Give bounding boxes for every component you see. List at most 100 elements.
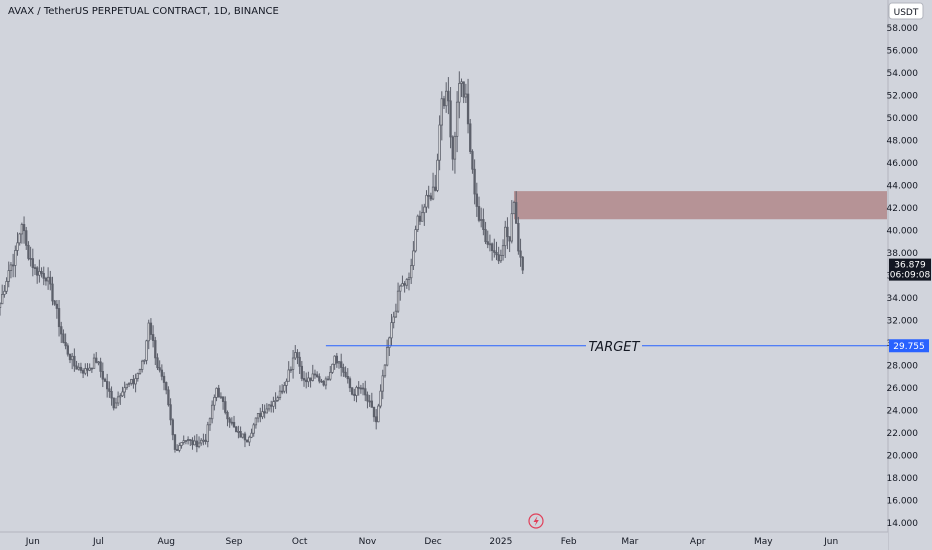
candle-body	[289, 369, 293, 371]
candle-body	[9, 264, 13, 271]
x-tick-label: Aug	[157, 537, 175, 547]
y-tick-label: 28.000	[887, 362, 919, 372]
candle-body	[143, 359, 146, 362]
candle-body	[197, 442, 201, 448]
candle-body	[149, 322, 153, 335]
candle-body	[458, 83, 461, 103]
candle-body	[482, 219, 485, 230]
candle-body	[215, 387, 218, 398]
candle-body	[191, 439, 194, 446]
candle-body	[95, 357, 98, 363]
candle-body	[46, 276, 50, 282]
candle-body	[101, 370, 104, 380]
candle-body	[68, 353, 72, 361]
candle-body	[71, 355, 74, 361]
candle-body	[427, 194, 430, 197]
candle-body	[451, 136, 454, 160]
resistance-zone[interactable]	[513, 191, 887, 220]
candle-body	[350, 387, 354, 395]
candle-body	[230, 421, 234, 424]
candle-body	[38, 270, 41, 276]
candle-body	[311, 373, 314, 381]
current-price-label	[889, 258, 931, 281]
candle-body	[62, 333, 65, 343]
candle-body	[151, 334, 155, 341]
candle-body	[425, 194, 428, 208]
candle-body	[440, 98, 443, 126]
candle-body	[241, 433, 244, 438]
candle-body	[167, 389, 170, 406]
candle-body	[307, 377, 310, 383]
candle-body	[127, 382, 131, 385]
candle-body	[31, 258, 34, 268]
candle-body	[423, 206, 426, 214]
candle-body	[154, 340, 157, 359]
target-price-value: 29.755	[893, 342, 925, 352]
candle-body	[114, 402, 118, 409]
candle-body	[486, 241, 489, 245]
candle-body	[322, 380, 325, 386]
candle-body	[55, 303, 59, 309]
x-tick-labels: Jun Jul Aug Sep Oct Nov Dec 2025 Feb Mar Apr May Jun	[25, 537, 838, 547]
candle-body	[377, 405, 380, 423]
y-tick-label: 48.000	[887, 137, 919, 147]
candle-body	[171, 419, 174, 436]
candle-body	[519, 250, 522, 258]
candle-body	[186, 439, 190, 441]
time-axis[interactable]	[0, 532, 888, 550]
candle-body	[141, 360, 144, 370]
candle-body	[416, 215, 419, 231]
candle-body	[497, 254, 500, 262]
chart-title: AVAX / TetherUS PERPETUAL CONTRACT, 1D, …	[8, 6, 279, 17]
y-tick-label: 44.000	[887, 182, 919, 192]
x-tick-label: Sep	[226, 537, 243, 547]
candle-body	[412, 250, 415, 267]
candle-body	[136, 373, 139, 379]
unit-badge[interactable]	[888, 2, 924, 20]
candle-body	[228, 418, 231, 423]
candle-body	[11, 264, 15, 267]
candle-body	[25, 230, 28, 246]
candle-body	[202, 439, 205, 442]
candle-body	[385, 347, 389, 366]
candle-body	[475, 193, 478, 207]
candle-body	[252, 424, 255, 434]
candle-body	[66, 345, 69, 355]
unit-badge-label: USDT	[894, 8, 919, 18]
y-tick-label: 18.000	[887, 474, 919, 484]
candle-body	[276, 397, 279, 401]
candle-body	[77, 366, 80, 370]
candle-body	[22, 224, 26, 232]
candle-body	[445, 90, 448, 107]
candle-body	[388, 337, 391, 348]
candle-body	[106, 381, 109, 390]
candle-body	[335, 355, 338, 364]
candle-body	[368, 400, 371, 403]
candle-body	[381, 375, 384, 392]
candle-body	[407, 277, 411, 280]
candle-body	[200, 439, 203, 444]
candle-body	[366, 394, 369, 402]
x-tick-label: Oct	[292, 537, 308, 547]
candle-body	[383, 364, 387, 377]
candle-body	[346, 375, 349, 380]
candle-body	[119, 395, 122, 398]
candle-body	[60, 326, 63, 335]
candle-body	[90, 367, 94, 370]
y-tick-label: 26.000	[887, 384, 919, 394]
candle-body	[123, 387, 126, 393]
candle-body	[226, 412, 229, 420]
candle-body	[145, 340, 148, 361]
lightning-bolt-icon[interactable]	[528, 513, 544, 529]
x-tick-label: Mar	[621, 537, 638, 547]
candle-body	[418, 215, 422, 222]
candle-body	[79, 366, 83, 371]
y-tick-label: 46.000	[887, 159, 919, 169]
candle-body	[340, 361, 343, 368]
candle-body	[42, 273, 45, 279]
candle-body	[81, 370, 85, 374]
candle-body	[370, 400, 373, 408]
candle-body	[405, 279, 408, 286]
candle-body	[210, 404, 214, 420]
